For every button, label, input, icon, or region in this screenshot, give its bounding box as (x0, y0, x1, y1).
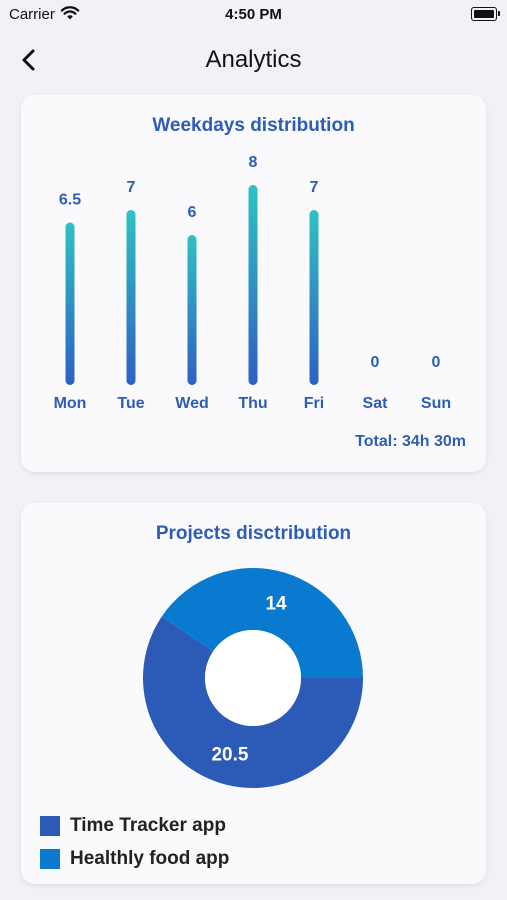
x-tick-label: Sun (421, 395, 451, 412)
navigation-bar: Analytics (0, 38, 507, 82)
legend-label-healthy-food: Healthly food app (70, 847, 230, 869)
donut-slice-healthy-food (161, 568, 363, 678)
chevron-left-icon[interactable] (16, 46, 44, 74)
bar-thu (248, 185, 258, 385)
bar-fri (309, 210, 319, 385)
bar-value-label: 6 (188, 204, 197, 221)
slice-value-label: 14 (265, 593, 287, 614)
slice-value-label: 20.5 (211, 745, 248, 766)
page-title: Analytics (205, 46, 302, 73)
projects-card: Projects disctribution 20.5 14 Time Track… (21, 503, 486, 884)
legend-item: Time Tracker app (40, 809, 229, 842)
bar-wed (187, 235, 197, 385)
x-tick-label: Mon (54, 395, 87, 412)
status-time: 4:50 PM (225, 6, 282, 23)
bar-value-label: 0 (432, 354, 441, 371)
legend-swatch-healthy-food (40, 848, 60, 869)
projects-title: Projects disctribution (155, 523, 352, 544)
battery-icon (471, 7, 500, 21)
x-tick-label: Sat (363, 395, 389, 412)
bar-mon (65, 222, 75, 385)
legend-item: Healthly food app (40, 842, 229, 875)
legend-label-time-tracker: Time Tracker app (70, 814, 226, 836)
weekdays-title: Weekdays distribution (152, 115, 355, 136)
projects-donut-chart: 20.5 14 (142, 568, 363, 788)
bar-value-label: 7 (310, 179, 319, 196)
carrier-label: Carrier (9, 6, 55, 23)
bar-value-label: 8 (249, 154, 258, 171)
total-label: Total: 34h 30m (355, 433, 466, 450)
weekdays-bar-chart: 6.5 Mon 7 Tue 6 Wed 8 Thu 7 Fri 0 Sat 0 Sun (54, 154, 452, 412)
x-tick-label: Tue (117, 395, 144, 412)
x-tick-label: Thu (238, 395, 267, 412)
legend: Time Tracker app Healthly food app (40, 809, 229, 875)
x-tick-label: Fri (304, 395, 324, 412)
bar-value-label: 6.5 (59, 192, 81, 209)
wifi-icon (60, 5, 80, 25)
bar-tue (126, 210, 136, 385)
donut-slice-time-tracker (142, 616, 363, 788)
bar-value-label: 7 (127, 179, 136, 196)
legend-swatch-time-tracker (40, 815, 60, 836)
weekdays-card: Weekdays distribution 6.5 Mon 7 Tue 6 Wed 8 Thu… (21, 95, 486, 472)
status-bar: Carrier 4:50 PM (0, 0, 507, 30)
x-tick-label: Wed (175, 395, 208, 412)
donut-hole (205, 630, 301, 726)
bar-value-label: 0 (371, 354, 380, 371)
